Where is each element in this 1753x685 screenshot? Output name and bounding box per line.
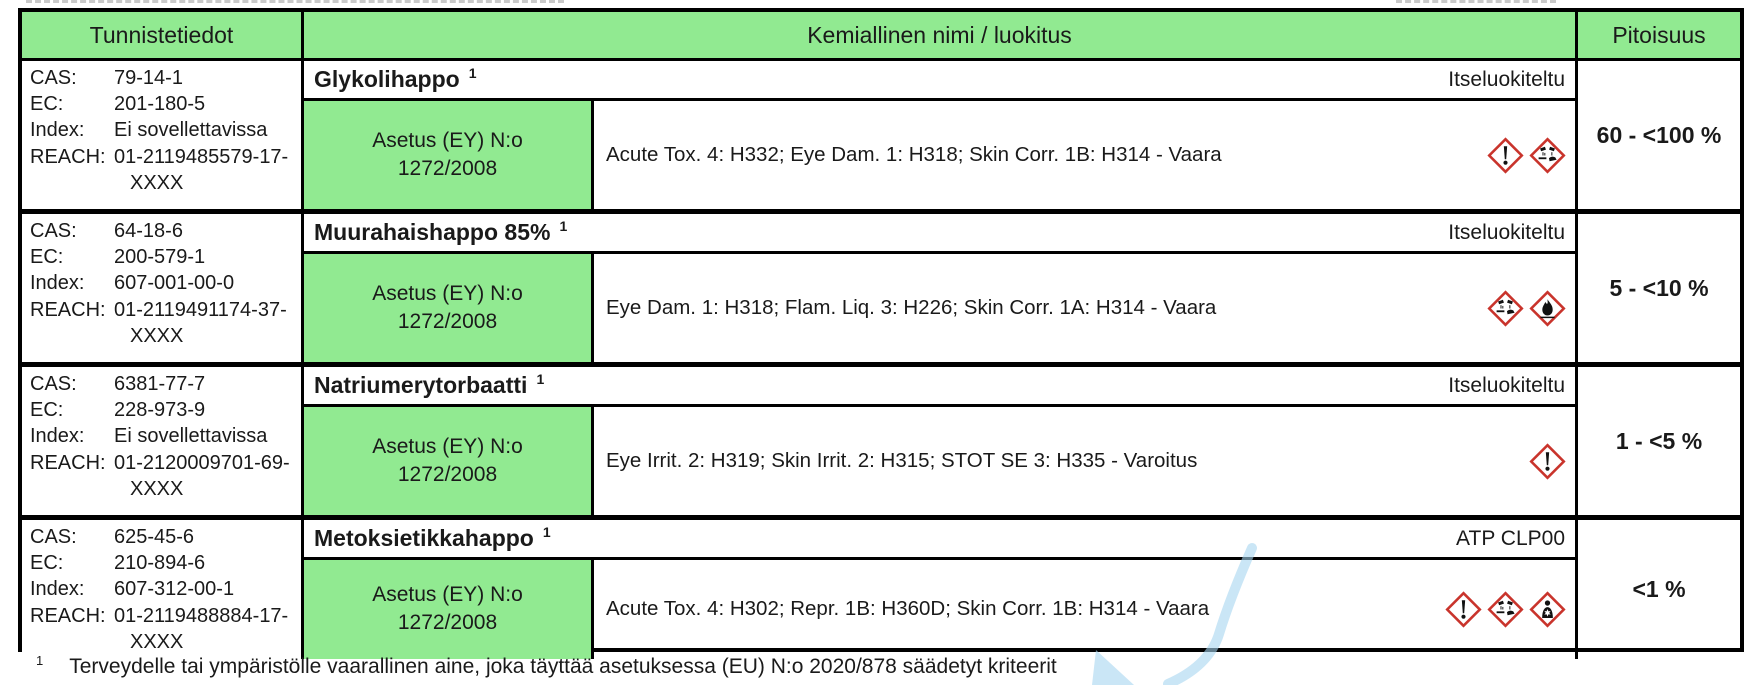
cas-value: 79-14-1 (114, 67, 183, 89)
identification-cell: CAS: 625-45-6 EC: 210-894-6 Index: 607-312-… (22, 520, 304, 659)
index-label: Index: (30, 119, 85, 142)
footnote-text: Terveydelle tai ympäristölle vaarallinen… (69, 655, 1057, 678)
clipped-content-above (1396, 0, 1556, 3)
table-row: CAS: 6381-77-7 EC: 228-973-9 Index: Ei sove… (22, 367, 1740, 520)
reach-value-line2: XXXX (130, 324, 184, 347)
classification-text: Acute Tox. 4: H302; Repr. 1B: H360D; Ski… (606, 597, 1210, 621)
ec-value: 200-579-1 (114, 246, 206, 269)
ec-label: EC: (30, 246, 64, 269)
table-header-row: Tunnistetiedot Kemiallinen nimi / luokit… (22, 12, 1740, 61)
reach-label: REACH: (30, 604, 106, 627)
ghs07-exclamation-icon (1529, 443, 1566, 480)
classification-source: Itseluokiteltu (1448, 67, 1565, 91)
name-classification-cell: Muurahaishappo 85% 1 Itseluokiteltu Aset… (304, 214, 1575, 362)
regulation-cell: Asetus (EY) N:o 1272/2008 (304, 560, 594, 659)
classification-source: Itseluokiteltu (1448, 220, 1565, 244)
name-classification-cell: Natriumerytorbaatti 1 Itseluokiteltu Ase… (304, 367, 1575, 515)
concentration-value: <1 % (1575, 520, 1740, 659)
index-value: Ei sovellettavissa (114, 425, 268, 448)
identification-cell: CAS: 79-14-1 EC: 201-180-5 Index: Ei sovell… (22, 61, 304, 209)
reach-value-line2: XXXX (130, 171, 184, 194)
footnote-reference: 1 (559, 217, 568, 234)
cas-label: CAS: (30, 220, 77, 242)
ghs05-corrosion-icon (1529, 137, 1566, 174)
regulation-cell: Asetus (EY) N:o 1272/2008 (304, 407, 594, 515)
concentration-value: 5 - <10 % (1575, 214, 1740, 362)
ec-label: EC: (30, 399, 64, 422)
classification-text: Acute Tox. 4: H332; Eye Dam. 1: H318; Sk… (606, 143, 1222, 166)
table-row: CAS: 625-45-6 EC: 210-894-6 Index: 607-312-… (22, 520, 1740, 659)
reach-value: 01-2119488884-17- (114, 604, 289, 627)
table-row: CAS: 79-14-1 EC: 201-180-5 Index: Ei sovell… (22, 61, 1740, 214)
index-label: Index: (30, 272, 85, 295)
composition-table: Tunnistetiedot Kemiallinen nimi / luokit… (18, 8, 1744, 659)
ghs07-exclamation-icon (1445, 591, 1482, 628)
ghs05-corrosion-icon (1487, 290, 1524, 327)
ec-value: 201-180-5 (114, 93, 206, 116)
classification-text: Eye Dam. 1: H318; Flam. Liq. 3: H226; Sk… (606, 296, 1217, 319)
index-label: Index: (30, 425, 85, 448)
reach-value-line2: XXXX (130, 630, 184, 653)
reach-label: REACH: (30, 451, 106, 474)
reach-value-line2: XXXX (130, 477, 184, 500)
name-classification-cell: Glykolihappo 1 Itseluokiteltu Asetus (EY… (304, 61, 1575, 209)
header-concentration: Pitoisuus (1575, 12, 1740, 58)
footnote-reference: 1 (468, 64, 477, 81)
footnote-reference: 1 (536, 370, 545, 387)
chemical-name: Muurahaishappo 85% (314, 219, 551, 245)
chemical-name: Metoksietikkahappo (314, 525, 534, 551)
chemical-name: Glykolihappo (314, 66, 460, 92)
clipped-content-above (26, 0, 564, 3)
reach-label: REACH: (30, 298, 106, 321)
pictogram-group (1521, 443, 1566, 480)
ec-value: 228-973-9 (114, 399, 206, 422)
identification-cell: CAS: 6381-77-7 EC: 228-973-9 Index: Ei sove… (22, 367, 304, 515)
pictogram-group (1479, 137, 1566, 174)
pictogram-group (1437, 591, 1566, 628)
footnote: 1 Terveydelle tai ympäristölle vaaralline… (36, 653, 1057, 679)
classification-text: Eye Irrit. 2: H319; Skin Irrit. 2: H315;… (606, 449, 1198, 472)
ghs02-flame-icon (1529, 290, 1566, 327)
identification-cell: CAS: 64-18-6 EC: 200-579-1 Index: 607-001-0… (22, 214, 304, 362)
footnote-reference: 1 (542, 523, 551, 540)
ghs05-corrosion-icon (1487, 591, 1524, 628)
concentration-value: 1 - <5 % (1575, 367, 1740, 515)
chemical-name: Natriumerytorbaatti (314, 372, 528, 398)
footnote-marker: 1 (36, 653, 44, 668)
reach-label: REACH: (30, 145, 106, 168)
name-classification-cell: Metoksietikkahappo 1 ATP CLP00 Asetus (E… (304, 520, 1575, 659)
index-label: Index: (30, 578, 85, 601)
classification-source: Itseluokiteltu (1448, 373, 1565, 397)
ghs07-exclamation-icon (1487, 137, 1524, 174)
regulation-cell: Asetus (EY) N:o 1272/2008 (304, 254, 594, 362)
reach-value: 01-2119485579-17- (114, 145, 289, 168)
cas-value: 625-45-6 (114, 526, 195, 548)
header-identification: Tunnistetiedot (22, 12, 304, 58)
cas-value: 64-18-6 (114, 220, 183, 242)
cas-value: 6381-77-7 (114, 373, 206, 395)
index-value: 607-312-00-1 (114, 578, 235, 601)
ec-value: 210-894-6 (114, 552, 206, 575)
pictogram-group (1479, 290, 1566, 327)
concentration-value: 60 - <100 % (1575, 61, 1740, 209)
cas-label: CAS: (30, 373, 77, 395)
index-value: 607-001-00-0 (114, 272, 235, 295)
cas-label: CAS: (30, 67, 77, 89)
reach-value: 01-2119491174-37- (114, 298, 287, 321)
table-row: CAS: 64-18-6 EC: 200-579-1 Index: 607-001-0… (22, 214, 1740, 367)
classification-source: ATP CLP00 (1456, 526, 1565, 550)
reach-value: 01-2120009701-69- (114, 451, 290, 474)
header-chemical-name: Kemiallinen nimi / luokitus (304, 12, 1575, 58)
ec-label: EC: (30, 552, 64, 575)
index-value: Ei sovellettavissa (114, 119, 268, 142)
cas-label: CAS: (30, 526, 77, 548)
ghs08-health-hazard-icon (1529, 591, 1566, 628)
ec-label: EC: (30, 93, 64, 116)
regulation-cell: Asetus (EY) N:o 1272/2008 (304, 101, 594, 209)
